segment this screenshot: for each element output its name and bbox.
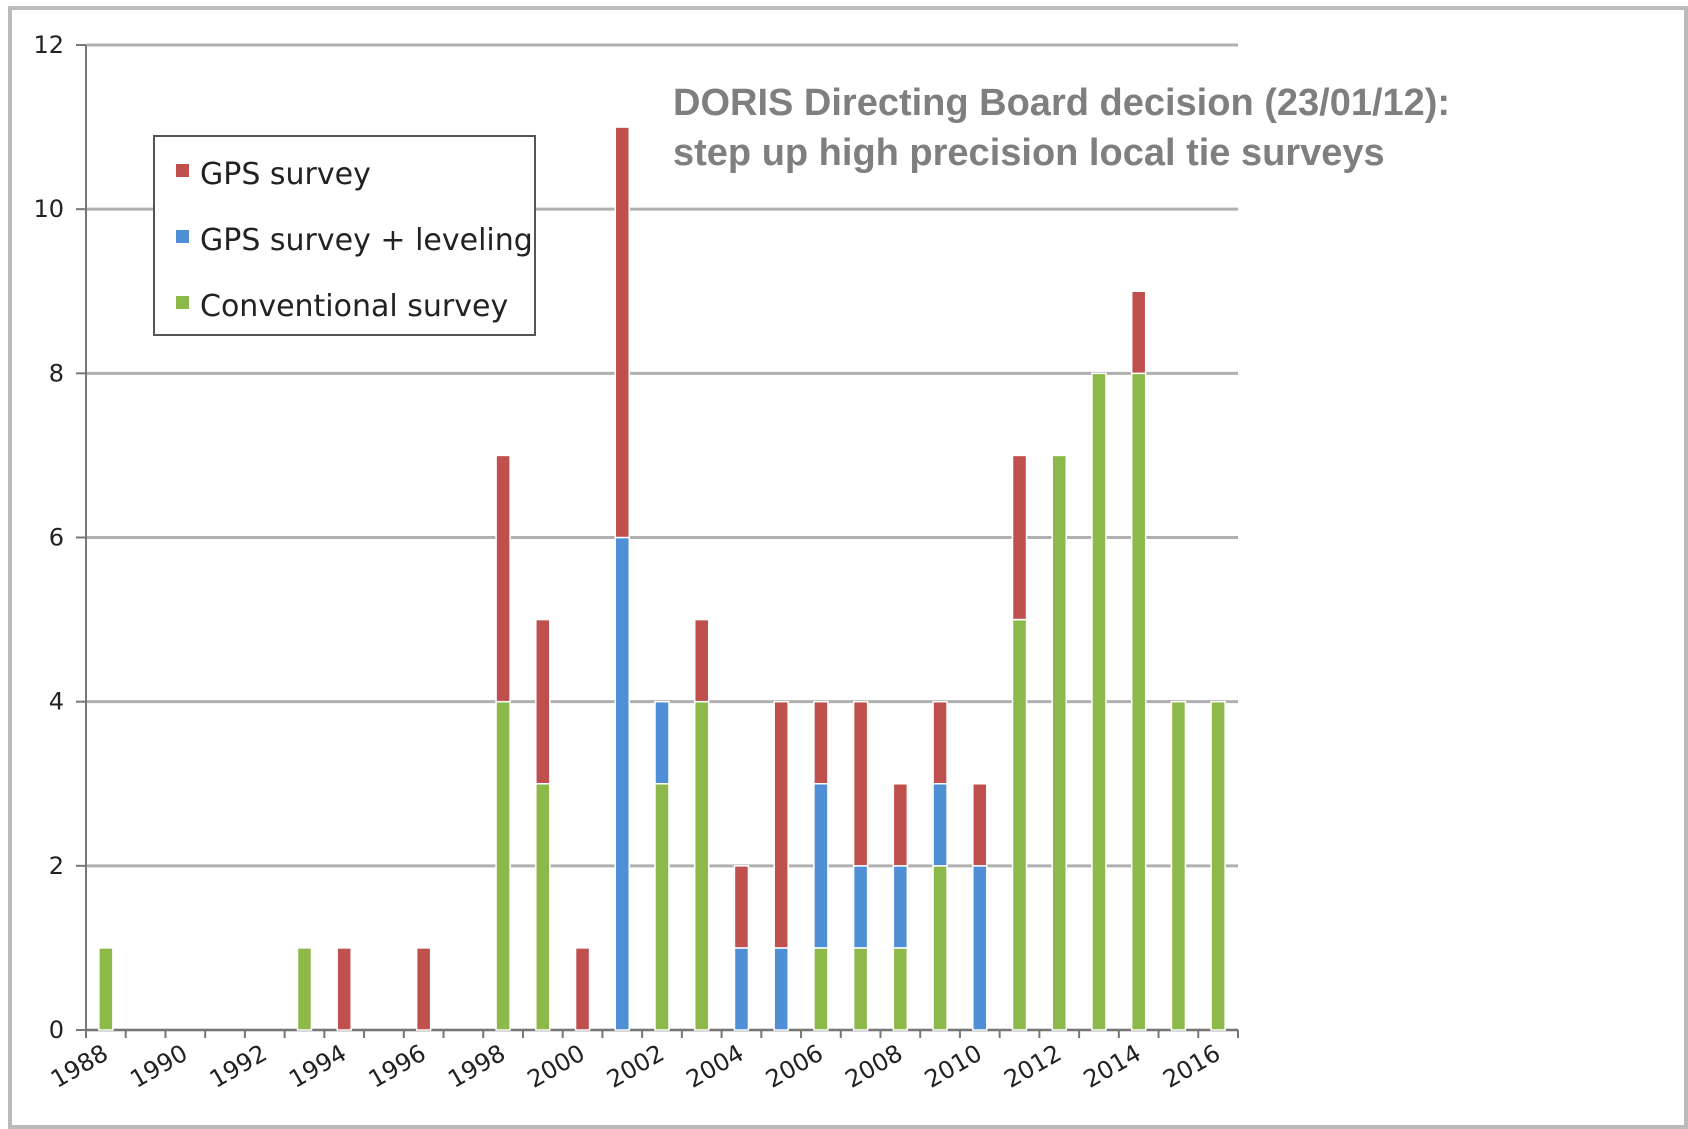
- bar-segment: [1011, 454, 1028, 621]
- legend-label: GPS survey + leveling: [200, 223, 533, 258]
- x-tick-label: 2004: [682, 1039, 749, 1094]
- bar-segment: [852, 865, 869, 949]
- x-tick-label: 1998: [443, 1039, 510, 1094]
- y-tick-label: 4: [49, 688, 64, 716]
- bar-segment: [972, 783, 988, 867]
- bar-segment: [574, 947, 591, 1031]
- bar-segment: [1130, 372, 1147, 1031]
- bar-segment: [336, 947, 352, 1031]
- bar-segment: [1170, 700, 1187, 1031]
- y-tick-label: 2: [49, 852, 64, 880]
- bar-segment: [813, 947, 829, 1031]
- bar-segment: [813, 700, 829, 785]
- legend-label: Conventional survey: [200, 289, 508, 324]
- y-tick-label: 8: [49, 359, 64, 387]
- bar-segment: [773, 700, 789, 949]
- bar-segment: [892, 783, 909, 867]
- bar-segment: [1130, 290, 1147, 375]
- x-tick-label: 2008: [840, 1039, 907, 1094]
- bar-segment: [1091, 372, 1107, 1031]
- bar-segment: [654, 700, 670, 785]
- bar-segment: [932, 700, 948, 785]
- y-tick-label: 6: [49, 524, 64, 552]
- legend-box: [153, 135, 536, 336]
- y-tick-label: 10: [33, 195, 64, 223]
- bar-segment: [535, 783, 551, 1031]
- bar-segment: [1210, 700, 1226, 1031]
- bar-segment: [495, 700, 511, 1031]
- bar-segment: [932, 783, 948, 867]
- bar-segment: [972, 865, 988, 1031]
- annotation: DORIS Directing Board decision (23/01/12…: [673, 82, 1450, 124]
- bar-segment: [654, 783, 670, 1031]
- bar-segment: [892, 865, 909, 949]
- x-tick-label: 1990: [125, 1039, 192, 1094]
- legend-swatch: [176, 230, 189, 243]
- bar-segment: [852, 700, 869, 867]
- y-tick-label: 0: [49, 1016, 64, 1044]
- bar-segment: [733, 947, 750, 1031]
- x-tick-label: 1988: [46, 1039, 113, 1094]
- bar-segment: [892, 947, 909, 1031]
- bar-segment: [495, 454, 511, 703]
- bar-segment: [813, 783, 829, 949]
- bar-segment: [773, 947, 789, 1031]
- x-tick-label: 2014: [1079, 1039, 1146, 1094]
- legend-swatch: [176, 164, 189, 177]
- bar-segment: [932, 865, 948, 1031]
- x-tick-label: 2010: [920, 1039, 987, 1094]
- bar-segment: [852, 947, 869, 1031]
- y-tick-label: 12: [33, 31, 64, 59]
- frame: [8, 6, 1688, 1129]
- annotation: step up high precision local tie surveys: [673, 132, 1385, 174]
- bar-segment: [614, 126, 631, 539]
- bar-segment: [296, 947, 313, 1031]
- x-tick-label: 2002: [602, 1039, 669, 1094]
- x-tick-label: 2006: [761, 1039, 828, 1094]
- x-tick-label: 1994: [284, 1039, 351, 1094]
- x-tick-label: 2000: [523, 1039, 590, 1094]
- bar-segment: [693, 700, 710, 1031]
- legend-label: GPS survey: [200, 157, 371, 192]
- x-tick-label: 1992: [205, 1039, 272, 1094]
- x-tick-label: 2016: [1158, 1039, 1225, 1094]
- bar-segment: [98, 947, 114, 1031]
- bar-segment: [415, 947, 432, 1031]
- legend-swatch: [176, 296, 189, 309]
- bar-segment: [693, 618, 710, 703]
- bar-segment: [733, 865, 750, 949]
- x-tick-label: 2012: [999, 1039, 1066, 1094]
- bar-segment: [1051, 454, 1067, 1031]
- bar-segment: [535, 618, 551, 785]
- x-tick-label: 1996: [364, 1039, 431, 1094]
- bar-segment: [1011, 618, 1028, 1031]
- bar-segment: [614, 536, 631, 1031]
